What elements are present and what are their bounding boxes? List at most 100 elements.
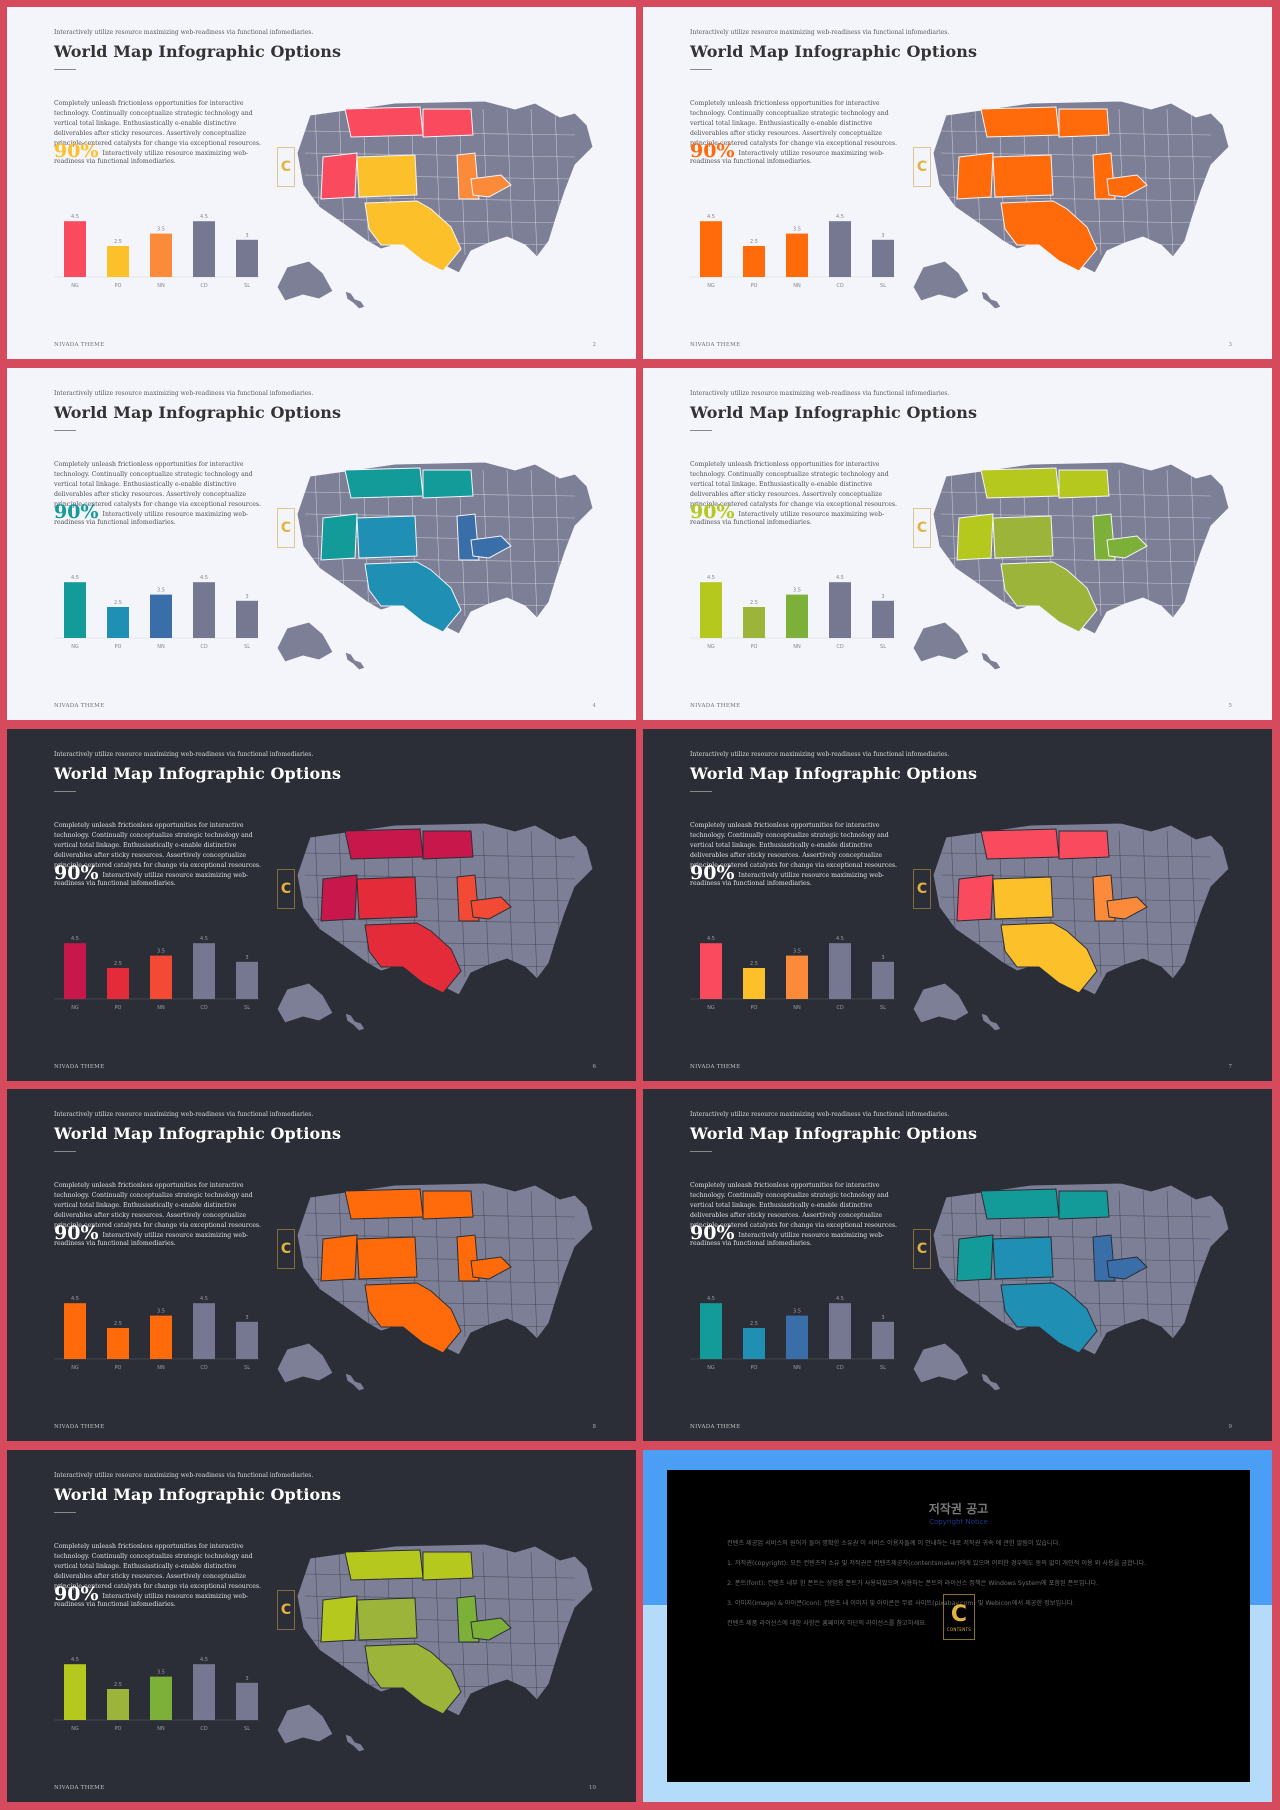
- slide-title: World Map Infographic Options: [690, 764, 978, 783]
- usa-map: [911, 456, 1251, 676]
- bar-category-label: CD: [836, 644, 843, 650]
- bar-value-label: 2.5: [114, 1321, 122, 1327]
- usa-map: [275, 817, 615, 1037]
- slide-top-caption: Interactively utilize resource maximizin…: [690, 1111, 950, 1118]
- bar-value-label: 3.5: [157, 588, 165, 594]
- map-state-colorado: [356, 1597, 418, 1641]
- map-state-border: [314, 108, 322, 256]
- infographic-slide: Interactively utilize resource maximizin…: [7, 1450, 636, 1802]
- bar-value-label: 4.5: [71, 1296, 79, 1302]
- usa-map: [275, 95, 615, 315]
- usa-map: [911, 1177, 1251, 1397]
- title-underline: [690, 791, 712, 792]
- bar-value-label: 4.5: [707, 1296, 715, 1302]
- title-underline: [54, 69, 76, 70]
- percentage-value: 90%: [690, 862, 735, 884]
- map-alaska: [276, 260, 334, 302]
- percentage-caption: Interactively utilize resource maximizin…: [690, 1232, 885, 1247]
- map-state-utah: [956, 874, 994, 922]
- bar-chart-svg: 4.5 NG 2.5 PO 3.5 NN 4.5 CD 3 SL: [54, 214, 259, 289]
- map-state-border: [1142, 1190, 1150, 1338]
- map-state-montana: [344, 1549, 424, 1581]
- slide-top-caption: Interactively utilize resource maximizin…: [54, 1111, 314, 1118]
- bar-value-label: 2.5: [750, 961, 758, 967]
- map-state-border: [950, 1190, 958, 1338]
- map-state-dakota: [422, 108, 474, 138]
- bar-sl: [872, 961, 894, 999]
- bar-cd: [193, 943, 215, 999]
- map-alaska: [276, 982, 334, 1024]
- map-alaska: [276, 1703, 334, 1745]
- map-state-dakota: [1058, 1190, 1110, 1220]
- bar-category-label: CD: [836, 1365, 843, 1371]
- usa-map: [275, 456, 615, 676]
- bar-nn: [150, 955, 172, 999]
- bar-value-label: 4.5: [200, 936, 208, 942]
- bar-sl: [872, 1321, 894, 1359]
- page-number: 2: [592, 342, 597, 348]
- usa-map-svg: [912, 100, 1230, 310]
- bar-po: [743, 607, 765, 638]
- percentage-caption: Interactively utilize resource maximizin…: [54, 150, 249, 165]
- bar-value-label: 3: [881, 955, 884, 961]
- slide-paragraph: Completely unleash frictionless opportun…: [690, 461, 898, 508]
- bar-value-label: 3.5: [157, 227, 165, 233]
- percentage-value: 90%: [54, 140, 99, 162]
- map-state-colorado: [992, 515, 1054, 559]
- page-number: 7: [1228, 1064, 1233, 1070]
- bar-nn: [786, 955, 808, 999]
- title-underline: [54, 791, 76, 792]
- bar-category-label: PO: [751, 283, 758, 289]
- map-state-montana: [980, 467, 1060, 499]
- bar-chart: 4.5 NG 2.5 PO 3.5 NN 4.5 CD 3 SL: [54, 1289, 269, 1379]
- map-state-border: [950, 830, 958, 978]
- map-state-border: [530, 108, 538, 256]
- percentage-caption: Interactively utilize resource maximizin…: [54, 1593, 249, 1608]
- map-state-border: [1190, 469, 1198, 617]
- map-alaska: [912, 621, 970, 663]
- bar-category-label: CD: [200, 644, 207, 650]
- bar-nn: [150, 233, 172, 277]
- bar-value-label: 3: [881, 1315, 884, 1321]
- usa-map-svg: [276, 461, 594, 671]
- slide-top-caption: Interactively utilize resource maximizin…: [54, 29, 314, 36]
- bar-ng: [700, 582, 722, 638]
- slide-title: World Map Infographic Options: [690, 1124, 978, 1143]
- map-state-texas: [1000, 1282, 1098, 1354]
- map-state-border: [554, 108, 562, 256]
- bar-category-label: NN: [793, 283, 801, 289]
- map-state-texas: [1000, 922, 1098, 994]
- usa-map: [911, 817, 1251, 1037]
- slide-top-caption: Interactively utilize resource maximizin…: [690, 29, 950, 36]
- bar-value-label: 3: [245, 1676, 248, 1682]
- page-number: 6: [592, 1064, 597, 1070]
- bar-chart: 4.5 NG 2.5 PO 3.5 NN 4.5 CD 3 SL: [690, 929, 905, 1019]
- slide-footer: NIVADA THEME: [690, 1424, 741, 1430]
- map-state-texas: [364, 922, 462, 994]
- map-state-dakota: [422, 1551, 474, 1581]
- bar-sl: [236, 1321, 258, 1359]
- map-state-border: [506, 1190, 514, 1338]
- bar-nn: [150, 1676, 172, 1720]
- percentage-block: 90% Interactively utilize resource maximi…: [54, 864, 274, 888]
- bar-category-label: SL: [880, 644, 886, 650]
- bar-value-label: 4.5: [707, 214, 715, 220]
- bar-cd: [829, 221, 851, 277]
- bar-value-label: 3: [881, 594, 884, 600]
- percentage-caption: Interactively utilize resource maximizin…: [54, 872, 249, 887]
- bar-chart: 4.5 NG 2.5 PO 3.5 NN 4.5 CD 3 SL: [54, 568, 269, 658]
- page-number: 9: [1228, 1424, 1233, 1430]
- bar-po: [743, 1328, 765, 1359]
- bar-value-label: 2.5: [114, 239, 122, 245]
- map-hawaii: [344, 651, 366, 671]
- map-state-colorado: [356, 515, 418, 559]
- map-alaska: [912, 982, 970, 1024]
- map-state-montana: [344, 828, 424, 860]
- map-state-border: [554, 469, 562, 617]
- bar-ng: [700, 943, 722, 999]
- bar-value-label: 4.5: [71, 214, 79, 220]
- slide-title: World Map Infographic Options: [54, 764, 342, 783]
- logo-text: CONTENTS: [946, 1626, 972, 1632]
- map-state-colorado: [356, 154, 418, 198]
- bar-category-label: SL: [244, 283, 250, 289]
